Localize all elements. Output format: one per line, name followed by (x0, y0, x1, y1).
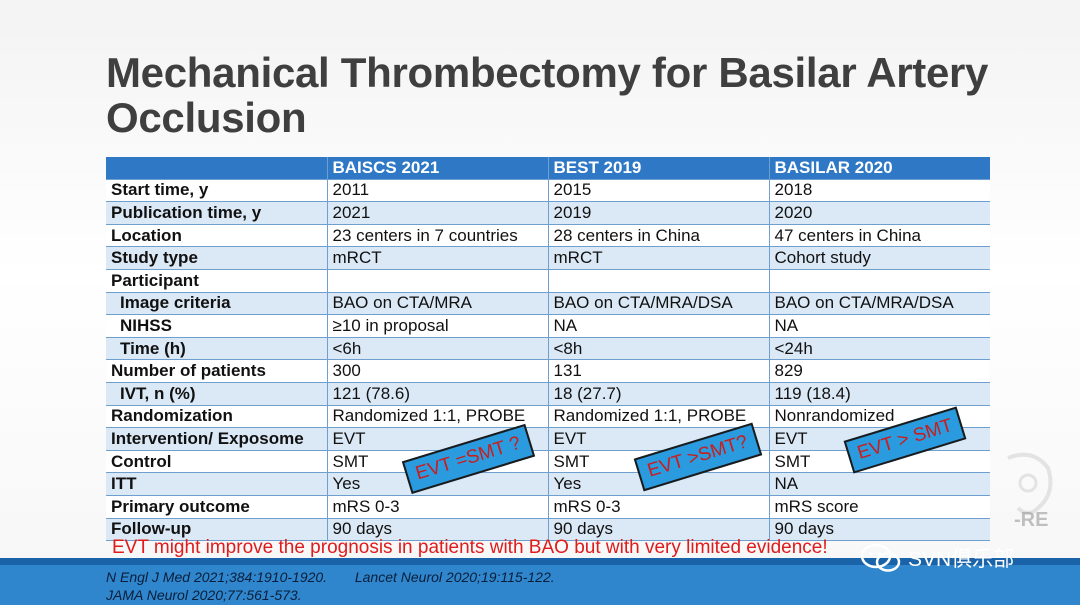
header-cell-best: BEST 2019 (547, 157, 769, 180)
cell-value (768, 269, 990, 293)
row-label: Number of patients (106, 359, 327, 383)
cell-value: mRS score (768, 495, 990, 519)
row-label: Start time, y (106, 179, 327, 203)
cell-value: 2011 (326, 179, 548, 203)
cell-value: 119 (18.4) (768, 382, 990, 406)
cell-value: 2020 (768, 201, 990, 225)
table-row: Start time, y 2011 2015 2018 (106, 179, 990, 203)
row-label: Follow-up (106, 518, 327, 542)
table-row: Publication time, y 2021 2019 2020 (106, 201, 990, 225)
row-label: Randomization (106, 405, 327, 429)
cell-value: 90 days (547, 518, 769, 542)
table-row: ITT Yes Yes NA (106, 472, 990, 496)
logo-fragment-text: -RE (1014, 509, 1049, 531)
cell-value: NA (547, 314, 769, 338)
cell-value: 23 centers in 7 countries (326, 224, 548, 248)
row-label: ITT (106, 472, 327, 496)
cell-value: Randomized 1:1, PROBE (547, 405, 769, 429)
cell-value: 300 (326, 359, 548, 383)
table-row: Number of patients 300 131 829 (106, 359, 990, 383)
table-row: Randomization Randomized 1:1, PROBE Random… (106, 405, 990, 429)
cell-value: ≥10 in proposal (326, 314, 548, 338)
cell-value: BAO on CTA/MRA/DSA (768, 292, 990, 316)
ref1-journal: N Engl J Med (106, 569, 191, 585)
cell-value: 90 days (768, 518, 990, 542)
title-line-2: Occlusion (106, 94, 307, 141)
ref2-citation: 2020;19:115-122. (445, 569, 555, 585)
title-line-1: Mechanical Thrombectomy for Basilar Arte… (106, 49, 989, 96)
cell-value: NA (768, 472, 990, 496)
cell-value: BAO on CTA/MRA (326, 292, 548, 316)
cell-value: 47 centers in China (768, 224, 990, 248)
cell-value: 131 (547, 359, 769, 383)
cell-value: mRCT (547, 246, 769, 270)
cell-value: <8h (547, 337, 769, 361)
cell-value: 2018 (768, 179, 990, 203)
cell-value: 121 (78.6) (326, 382, 548, 406)
cell-value: 829 (768, 359, 990, 383)
table-row: Primary outcome mRS 0-3 mRS 0-3 mRS score (106, 495, 990, 519)
cell-value: 2021 (326, 201, 548, 225)
table-row: Study type mRCT mRCT Cohort study (106, 246, 990, 270)
table-row: Location 23 centers in 7 countries 28 cent… (106, 224, 990, 248)
references: N Engl J Med 2021;384:1910-1920. Lancet … (106, 568, 806, 604)
row-label: Location (106, 224, 327, 248)
table-row: Time (h) <6h <8h <24h (106, 337, 990, 361)
cell-value (547, 269, 769, 293)
bottom-band (0, 558, 1080, 605)
cell-value: 2019 (547, 201, 769, 225)
cell-value: 28 centers in China (547, 224, 769, 248)
row-label: Image criteria (106, 292, 327, 316)
cell-value: Randomized 1:1, PROBE (326, 405, 548, 429)
cell-value (326, 269, 548, 293)
cell-value: Cohort study (768, 246, 990, 270)
cell-value: mRCT (326, 246, 548, 270)
row-label: Time (h) (106, 337, 327, 361)
row-label: IVT, n (%) (106, 382, 327, 406)
ref1-citation: 2021;384:1910-1920. (193, 569, 328, 585)
logo-fragment-icon (1007, 452, 1053, 515)
watermark-text: SVN俱乐部 (908, 548, 1015, 571)
table-header-row: BAISCS 2021 BEST 2019 BASILAR 2020 (106, 157, 990, 180)
reference-line-2: JAMA Neurol 2020;77:561-573. (106, 586, 806, 604)
row-label: Study type (106, 246, 327, 270)
conclusion-text: EVT might improve the prognosis in patie… (112, 537, 828, 558)
slide-title: Mechanical Thrombectomy for Basilar Arte… (106, 50, 1066, 140)
reference-line-1: N Engl J Med 2021;384:1910-1920. Lancet … (106, 568, 806, 586)
header-cell-basilar: BASILAR 2020 (768, 157, 990, 180)
cell-value: 18 (27.7) (547, 382, 769, 406)
cell-value: mRS 0-3 (326, 495, 548, 519)
comparison-table: BAISCS 2021 BEST 2019 BASILAR 2020 Start… (106, 157, 990, 542)
row-label: NIHSS (106, 314, 327, 338)
table-row: Follow-up 90 days 90 days 90 days (106, 518, 990, 542)
cell-value: mRS 0-3 (547, 495, 769, 519)
wechat-icon (860, 543, 901, 572)
row-label: Participant (106, 269, 327, 293)
cell-value: NA (768, 314, 990, 338)
cell-value: BAO on CTA/MRA/DSA (547, 292, 769, 316)
header-cell-empty (106, 157, 327, 180)
table-row: IVT, n (%) 121 (78.6) 18 (27.7) 119 (18.4) (106, 382, 990, 406)
row-label: Control (106, 450, 327, 474)
cell-value: <6h (326, 337, 548, 361)
row-label: Intervention/ Exposome (106, 427, 327, 451)
header-cell-baiscs: BAISCS 2021 (326, 157, 548, 180)
table-row: Image criteria BAO on CTA/MRA BAO on CTA/M… (106, 292, 990, 316)
row-label: Publication time, y (106, 201, 327, 225)
cell-value: 90 days (326, 518, 548, 542)
table-row: Participant (106, 269, 990, 293)
row-label: Primary outcome (106, 495, 327, 519)
cell-value: 2015 (547, 179, 769, 203)
ref3-journal: JAMA Neurol (106, 587, 188, 603)
ref3-citation: 2020;77:561-573. (191, 587, 302, 603)
watermark: SVN俱乐部 (860, 540, 1070, 576)
cell-value: <24h (768, 337, 990, 361)
ref2-journal: Lancet Neurol (354, 569, 443, 585)
table-row: NIHSS ≥10 in proposal NA NA (106, 314, 990, 338)
